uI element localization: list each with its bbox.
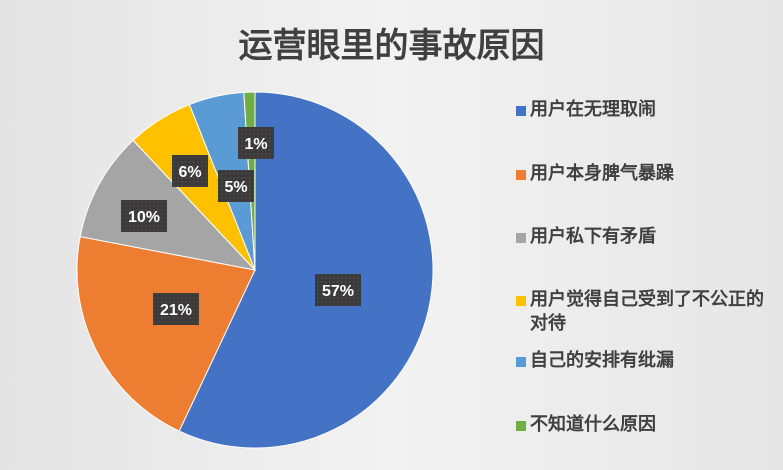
legend-label: 自己的安排有纰漏 bbox=[530, 350, 674, 371]
svg-text:21%: 21% bbox=[160, 302, 192, 319]
data-label: 10% bbox=[121, 200, 167, 232]
legend-swatch bbox=[516, 421, 526, 431]
legend-label: 用户本身脾气暴躁 bbox=[530, 163, 674, 184]
svg-text:57%: 57% bbox=[322, 283, 354, 300]
svg-text:5%: 5% bbox=[224, 179, 247, 196]
legend-label: 不知道什么原因 bbox=[530, 414, 656, 435]
pie-slice bbox=[178, 91, 434, 449]
data-label: 1% bbox=[238, 127, 274, 159]
legend-label: 用户在无理取闹 bbox=[530, 99, 656, 120]
legend-swatch bbox=[516, 233, 526, 243]
legend-label: 用户私下有矛盾 bbox=[530, 226, 656, 247]
legend-swatch bbox=[516, 296, 526, 306]
chart-title: 运营眼里的事故原因 bbox=[238, 26, 545, 66]
svg-text:10%: 10% bbox=[128, 209, 160, 226]
svg-text:1%: 1% bbox=[244, 136, 267, 153]
pie-slice bbox=[76, 236, 256, 432]
data-label: 6% bbox=[172, 155, 208, 187]
pie-slice bbox=[79, 139, 257, 271]
legend-swatch bbox=[516, 357, 526, 367]
legend-label: 用户觉得自己受到了不公正的对待 bbox=[530, 289, 764, 334]
data-label: 21% bbox=[153, 293, 199, 325]
legend-swatch bbox=[516, 170, 526, 180]
data-label: 57% bbox=[315, 274, 361, 306]
legend-swatch bbox=[516, 106, 526, 116]
data-label: 5% bbox=[218, 170, 254, 202]
svg-text:6%: 6% bbox=[178, 164, 201, 181]
